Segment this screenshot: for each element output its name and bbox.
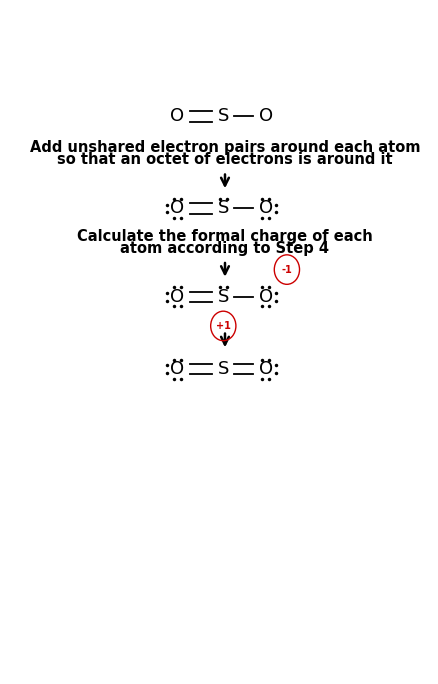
Text: O: O [170,107,184,125]
Text: Calculate the formal charge of each: Calculate the formal charge of each [77,229,372,244]
Text: O: O [258,288,272,306]
Text: +1: +1 [215,321,230,331]
Text: S: S [217,107,229,125]
Text: S: S [217,200,229,218]
Text: O: O [170,288,184,306]
Text: -1: -1 [281,265,292,274]
Text: atom according to Step 4: atom according to Step 4 [120,241,329,256]
Text: S: S [217,360,229,378]
Text: O: O [258,360,272,378]
Text: O: O [258,200,272,218]
Text: S: S [217,288,229,306]
Text: O: O [170,360,184,378]
Text: Add unshared electron pairs around each atom: Add unshared electron pairs around each … [30,140,419,155]
Text: so that an octet of electrons is around it: so that an octet of electrons is around … [57,152,392,167]
Text: O: O [170,200,184,218]
Text: O: O [258,107,272,125]
